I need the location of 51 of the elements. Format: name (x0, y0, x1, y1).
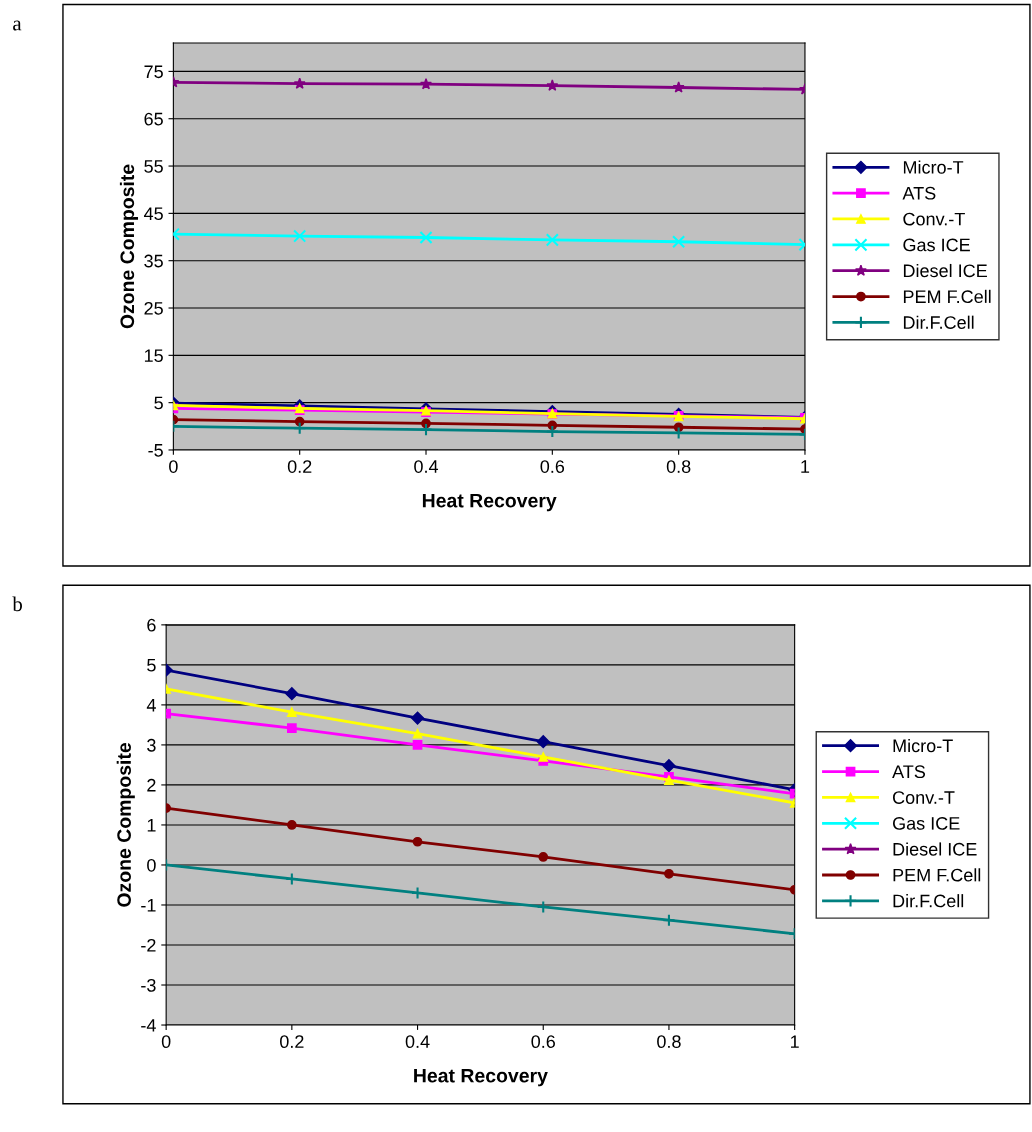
legend-label: PEM F.Cell (893, 868, 981, 882)
legend-label: Dir.F.Cell (903, 315, 974, 329)
legend-label: Micro-T (893, 738, 953, 753)
y-tick-label: 75 (144, 65, 163, 79)
y-tick-label: 65 (144, 112, 163, 126)
y-tick-label: 6 (147, 618, 156, 632)
legend-label: ATS (892, 765, 926, 779)
y-tick-label: -5 (148, 444, 163, 457)
y-tick-label: 5 (147, 659, 156, 672)
legend-label: Gas ICE (892, 817, 960, 830)
x-tick-label: 0.6 (540, 460, 565, 473)
y-tick-label: -2 (141, 938, 156, 952)
x-tick-label: 0.8 (666, 460, 691, 473)
y-tick-label: 5 (154, 396, 163, 410)
x-axis-title: Heat Recovery (422, 493, 557, 512)
x-tick-label: 0.8 (657, 1035, 681, 1049)
x-tick-label: 1 (791, 1035, 799, 1048)
x-tick-label: 0.2 (287, 460, 312, 473)
x-tick-label: 0.4 (414, 460, 439, 473)
y-tick-label: -3 (141, 978, 156, 992)
legend-label: ATS (902, 186, 936, 200)
y-tick-label: 45 (143, 207, 163, 221)
y-tick-label: -1 (141, 899, 156, 912)
legend-label: Conv.-T (903, 212, 965, 226)
y-tick-label: 55 (144, 160, 163, 173)
legend-label: PEM F.Cell (903, 289, 991, 304)
x-tick-label: 0 (169, 460, 178, 473)
text: a (13, 20, 22, 31)
y-tick-label: 0 (147, 858, 156, 872)
y-tick-label: 3 (147, 738, 156, 752)
legend-label: Micro-T (903, 160, 964, 174)
y-axis-title: Ozone Composite (119, 164, 139, 329)
legend-label: Diesel ICE (903, 263, 987, 278)
legend-label: Gas ICE (903, 238, 970, 252)
x-tick-label: 0.4 (405, 1035, 430, 1049)
y-tick-label: 35 (144, 254, 163, 268)
y-tick-label: 4 (146, 699, 156, 712)
text: b (12, 596, 23, 612)
x-tick-label: 0.6 (531, 1035, 555, 1049)
legend-label: Diesel ICE (893, 842, 977, 856)
x-axis-title: Heat Recovery (414, 1068, 548, 1087)
legend-label: Dir.F.Cell (893, 894, 964, 908)
y-tick-label: 1 (147, 819, 156, 832)
y-tick-label: -4 (141, 1019, 156, 1032)
legend-label: Conv.-T (892, 791, 955, 804)
x-tick-label: 1 (801, 460, 810, 473)
y-axis-title: Ozone Composite (116, 742, 135, 907)
x-tick-label: 0.2 (280, 1035, 304, 1049)
y-tick-label: 2 (147, 778, 156, 792)
y-tick-label: 25 (144, 301, 163, 315)
y-tick-label: 15 (144, 349, 163, 363)
